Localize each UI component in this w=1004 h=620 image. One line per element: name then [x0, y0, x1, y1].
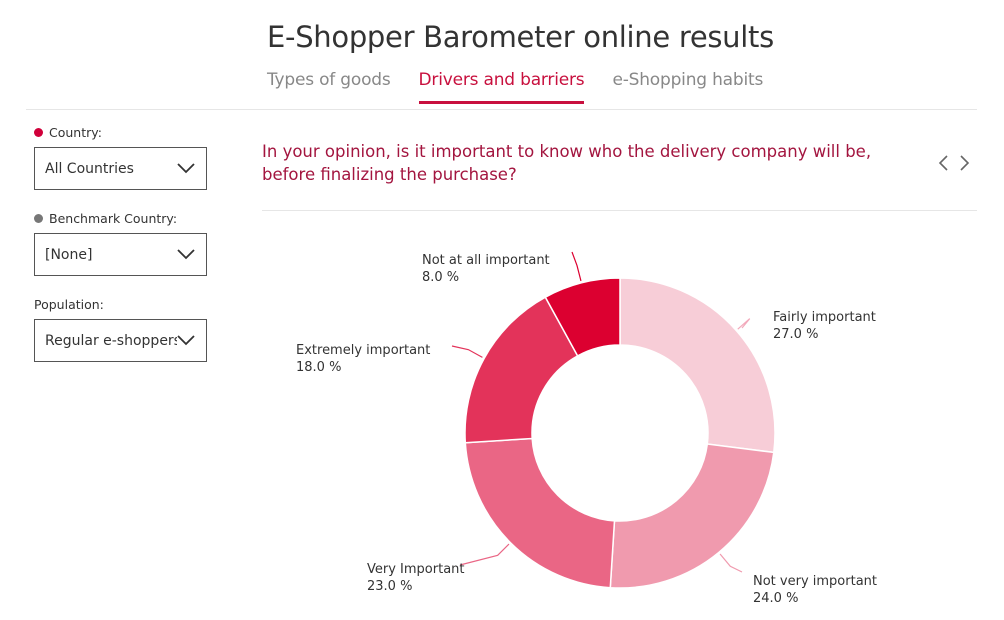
slice-label-value: 8.0 %	[422, 270, 459, 285]
slice-label-value: 27.0 %	[773, 327, 818, 342]
page-title: E-Shopper Barometer online results	[267, 20, 774, 54]
chevron-right-icon[interactable]	[959, 154, 971, 172]
slice-label-name: Very Important	[367, 562, 465, 577]
benchmark-filter-label: Benchmark Country:	[34, 210, 210, 226]
leader-line	[571, 251, 582, 282]
population-label-text: Population:	[34, 296, 104, 312]
slice-label-name: Extremely important	[296, 343, 430, 358]
donut-slice-not-at-all-important[interactable]	[544, 277, 621, 357]
chevron-down-icon	[177, 249, 195, 260]
question-divider	[262, 210, 977, 211]
population-filter-label: Population:	[34, 296, 210, 312]
donut-slice-fairly-important[interactable]	[619, 277, 776, 454]
slice-label-name: Not very important	[753, 574, 877, 589]
tab-drivers-and-barriers[interactable]: Drivers and barriers	[418, 70, 585, 104]
leader-line	[719, 553, 743, 573]
population-select[interactable]: Regular e-shoppers	[34, 319, 207, 362]
country-select-value: All Countries	[45, 160, 134, 177]
tab-types-of-goods[interactable]: Types of goods	[267, 70, 391, 90]
chevron-down-icon	[177, 335, 195, 346]
donut-slice-not-very-important[interactable]	[609, 443, 775, 589]
header-divider	[26, 109, 977, 110]
slice-label-name: Not at all important	[422, 253, 550, 268]
tab-e-shopping-habits[interactable]: e-Shopping habits	[612, 70, 764, 90]
country-filter-label: Country:	[34, 124, 210, 140]
chevron-left-icon[interactable]	[937, 154, 949, 172]
tab-bar: Types of goods Drivers and barriers e-Sh…	[267, 70, 791, 104]
question-text: In your opinion, is it important to know…	[262, 142, 872, 184]
slice-label-value: 24.0 %	[753, 591, 798, 606]
country-dot-icon	[34, 127, 43, 137]
population-select-value: Regular e-shoppers	[45, 332, 177, 349]
slice-label-value: 23.0 %	[367, 579, 412, 594]
leader-line	[737, 318, 751, 330]
benchmark-select[interactable]: [None]	[34, 233, 207, 276]
leader-line	[451, 345, 483, 358]
benchmark-dot-icon	[34, 213, 43, 223]
chevron-down-icon	[177, 163, 195, 174]
country-label-text: Country:	[49, 124, 102, 140]
benchmark-select-value: [None]	[45, 246, 93, 263]
donut-slice-very-important[interactable]	[464, 437, 616, 589]
benchmark-label-text: Benchmark Country:	[49, 210, 178, 226]
country-select[interactable]: All Countries	[34, 147, 207, 190]
slice-label-name: Fairly important	[773, 310, 876, 325]
filter-sidebar: Country: All Countries Benchmark Country…	[34, 124, 210, 382]
slice-label-value: 18.0 %	[296, 360, 341, 375]
leader-line	[459, 543, 510, 566]
